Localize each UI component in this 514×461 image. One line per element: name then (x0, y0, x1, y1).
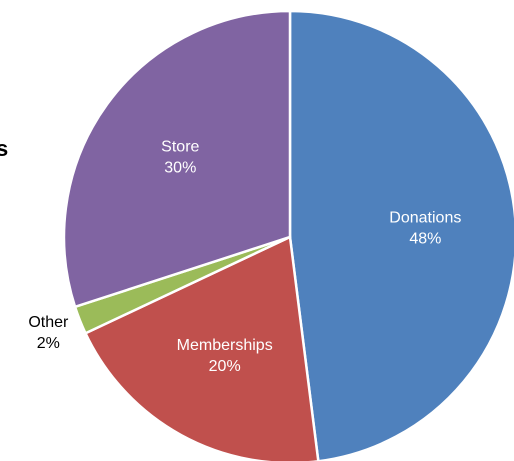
slice-label: Other (28, 314, 69, 331)
slice-value-label: 48% (409, 231, 441, 248)
pie-slice (83, 235, 320, 461)
slice-label: Store (161, 139, 199, 156)
slice-label: Memberships (177, 337, 273, 354)
pie-slice (288, 9, 514, 461)
slice-label: Donations (389, 210, 461, 227)
slice-value-label: 20% (209, 358, 241, 375)
slice-value-label: 2% (37, 335, 60, 352)
pie-slice (62, 9, 292, 309)
slice-value-label: 30% (164, 160, 196, 177)
chart-title: s (0, 136, 8, 161)
